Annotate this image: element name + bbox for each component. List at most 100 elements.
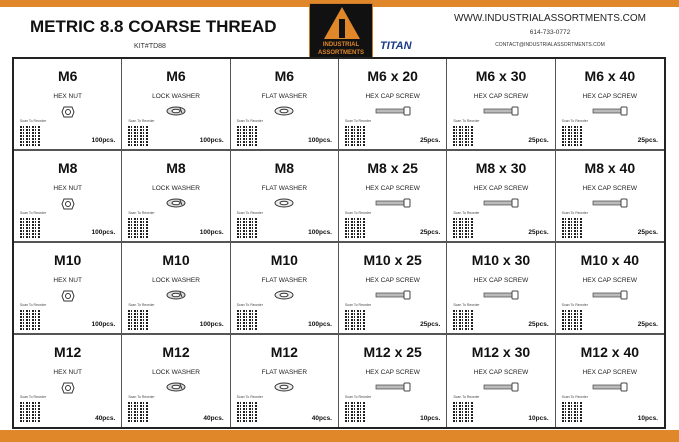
scan-label: Scan To Reorder [561, 303, 588, 307]
quantity: 10pcs. [528, 415, 549, 422]
scan-label: Scan To Reorder [345, 395, 372, 399]
part-cell: M12 HEX NUT Scan To Reorder 40pcs. [14, 335, 123, 427]
scan-label: Scan To Reorder [561, 211, 588, 215]
quantity: 25pcs. [528, 321, 549, 328]
part-cell: M8 x 25 HEX CAP SCREW Scan To Reorder 25… [339, 151, 448, 243]
part-size: M6 x 40 [584, 68, 636, 84]
quantity: 100pcs. [91, 137, 116, 144]
qr-code-icon[interactable] [236, 217, 258, 238]
scan-label: Scan To Reorder [20, 211, 47, 215]
nut-icon [61, 382, 75, 394]
part-type: LOCK WASHER [152, 93, 200, 100]
part-size: M8 x 30 [475, 160, 527, 176]
quantity: 25pcs. [637, 229, 658, 236]
scan-label: Scan To Reorder [345, 119, 372, 123]
quantity: 25pcs. [420, 321, 441, 328]
part-size: M8 x 25 [367, 160, 418, 176]
qr-code-icon[interactable] [20, 401, 41, 422]
part-type: HEX NUT [53, 185, 82, 192]
qr-code-icon[interactable] [453, 309, 475, 330]
qr-code-icon[interactable] [20, 125, 41, 146]
part-cell: M12 FLAT WASHER Scan To Reorder 40pcs. [231, 335, 339, 427]
nut-icon [61, 198, 75, 210]
website: WWW.INDUSTRIALASSORTMENTS.COM [453, 13, 647, 24]
qr-code-icon[interactable] [453, 401, 475, 422]
part-cell: M6 x 20 HEX CAP SCREW Scan To Reorder 25… [339, 59, 448, 151]
qr-code-icon[interactable] [561, 217, 583, 238]
part-size: M12 [162, 344, 190, 360]
qr-code-icon[interactable] [345, 401, 366, 422]
part-cell: M6 x 40 HEX CAP SCREW Scan To Reorder 25… [555, 59, 664, 151]
part-size: M6 x 20 [367, 68, 418, 84]
part-cell: M10 x 30 HEX CAP SCREW Scan To Reorder 2… [447, 243, 556, 335]
qr-code-icon[interactable] [128, 125, 150, 146]
qr-code-icon[interactable] [453, 217, 475, 238]
qr-code-icon[interactable] [20, 309, 41, 330]
lock-washer-icon [166, 198, 186, 208]
scan-label: Scan To Reorder [561, 395, 588, 399]
screw-icon [483, 198, 519, 208]
scan-label: Scan To Reorder [561, 119, 588, 123]
qr-code-icon[interactable] [345, 125, 366, 146]
quantity: 100pcs. [91, 321, 116, 328]
scan-label: Scan To Reorder [20, 303, 47, 307]
qr-code-icon[interactable] [453, 125, 475, 146]
screw-icon [375, 382, 411, 392]
scan-label: Scan To Reorder [345, 303, 372, 307]
quantity: 100pcs. [91, 229, 116, 236]
qr-code-icon[interactable] [236, 125, 258, 146]
kit-number: KIT#TD88 [134, 43, 166, 50]
qr-code-icon[interactable] [345, 309, 366, 330]
part-cell: M12 x 25 HEX CAP SCREW Scan To Reorder 1… [339, 335, 448, 427]
quantity: 10pcs. [637, 415, 658, 422]
qr-code-icon[interactable] [20, 217, 41, 238]
flat-washer-icon [274, 198, 294, 208]
part-type: HEX CAP SCREW [365, 185, 420, 192]
part-type: HEX CAP SCREW [365, 369, 420, 376]
part-type: HEX CAP SCREW [473, 185, 529, 192]
part-size: M12 x 40 [580, 344, 640, 360]
flat-washer-icon [274, 382, 294, 392]
scan-label: Scan To Reorder [236, 211, 263, 215]
part-cell: M10 FLAT WASHER Scan To Reorder 100pcs. [230, 243, 339, 335]
qr-code-icon[interactable] [128, 309, 150, 330]
screw-icon [592, 290, 628, 300]
quantity: 100pcs. [308, 321, 332, 328]
scan-label: Scan To Reorder [453, 395, 480, 399]
part-cell: M10 x 40 HEX CAP SCREW Scan To Reorder 2… [555, 243, 664, 335]
screw-icon [592, 198, 628, 208]
qr-code-icon[interactable] [561, 401, 583, 422]
part-cell: M6 FLAT WASHER Scan To Reorder 100pcs. [230, 59, 339, 151]
part-cell: M10 x 25 HEX CAP SCREW Scan To Reorder 2… [339, 243, 448, 335]
quantity: 25pcs. [528, 137, 549, 144]
qr-code-icon[interactable] [561, 125, 583, 146]
qr-code-icon[interactable] [561, 309, 583, 330]
flat-washer-icon [274, 290, 294, 300]
part-cell: M6 HEX NUT Scan To Reorder 100pcs. [14, 59, 123, 151]
qr-code-icon[interactable] [236, 401, 258, 422]
part-cell: M12 LOCK WASHER Scan To Reorder 40pcs. [122, 335, 231, 427]
part-cell: M10 LOCK WASHER Scan To Reorder 100pcs. [122, 243, 231, 335]
part-type: HEX CAP SCREW [582, 185, 638, 192]
qr-code-icon[interactable] [128, 401, 150, 422]
part-cell: M8 x 30 HEX CAP SCREW Scan To Reorder 25… [447, 151, 556, 243]
screw-icon [483, 290, 519, 300]
lock-washer-icon [166, 290, 186, 300]
part-size: M6 [166, 68, 186, 84]
qr-code-icon[interactable] [345, 217, 366, 238]
part-type: HEX CAP SCREW [582, 93, 638, 100]
quantity: 10pcs. [420, 415, 441, 422]
scan-label: Scan To Reorder [128, 119, 155, 123]
scan-label: Scan To Reorder [236, 119, 263, 123]
part-type: FLAT WASHER [261, 93, 308, 100]
qr-code-icon[interactable] [236, 309, 258, 330]
qr-code-icon[interactable] [128, 217, 150, 238]
part-size: M8 [274, 160, 295, 176]
part-type: HEX NUT [53, 369, 82, 376]
part-type: LOCK WASHER [152, 185, 200, 192]
part-type: LOCK WASHER [152, 369, 200, 376]
part-size: M10 x 30 [471, 252, 531, 268]
quantity: 100pcs. [308, 137, 332, 144]
part-size: M12 [54, 344, 82, 360]
part-cell: M10 HEX NUT Scan To Reorder 100pcs. [14, 243, 123, 335]
